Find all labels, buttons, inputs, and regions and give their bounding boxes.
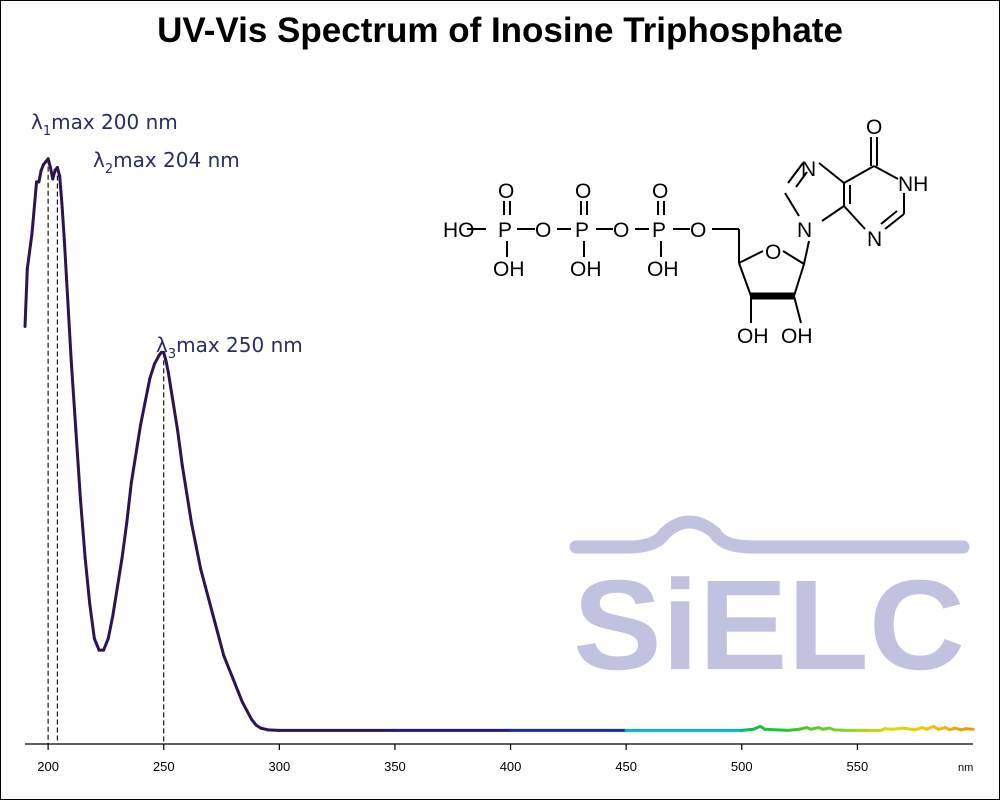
spectrum-segment: [37, 168, 43, 184]
x-axis: 200 250 300 350 400 450 500 550 nm: [25, 743, 973, 774]
spectrum-segment: [62, 238, 69, 282]
x-tick-label: 400: [500, 759, 522, 774]
x-tick-label: 200: [37, 759, 59, 774]
x-tick-label: 300: [268, 759, 290, 774]
spectrum-segment: [152, 353, 161, 366]
atom-o-ring: O: [765, 241, 781, 264]
atom-p1: P: [498, 219, 512, 242]
spectrum-segment: [222, 654, 230, 669]
atom-o-double1: O: [498, 180, 514, 203]
spectrum-segment: [106, 613, 115, 641]
spectrum-segment: [217, 637, 226, 658]
x-axis-unit: nm: [958, 762, 973, 774]
atom-n3: N: [867, 228, 882, 251]
spectrum-segment: [102, 637, 110, 652]
logo-text: SiELC: [573, 554, 965, 697]
spectrum-segment: [88, 602, 96, 641]
spectrum-segment: [78, 498, 87, 560]
spectrum-series: [23, 157, 975, 732]
spectrum-segment: [245, 709, 254, 721]
spectrum-segment: [148, 362, 156, 380]
spectrum-segment: [166, 371, 175, 404]
spectrum-segment: [240, 700, 249, 713]
spectrum-segment: [213, 619, 221, 641]
atom-oh-3prime: OH: [781, 325, 813, 348]
spectrum-segment: [266, 728, 281, 732]
spectrum-segment: [189, 521, 198, 548]
spectrum-segment: [23, 267, 29, 328]
spectrum-segment: [58, 174, 64, 207]
atom-oh1: OH: [493, 258, 525, 281]
spectrum-segment: [231, 677, 240, 693]
atom-o-ester: O: [690, 219, 706, 242]
atom-o-bridge1: O: [535, 219, 551, 242]
spectrum-segment: [60, 203, 66, 242]
spectrum-segment: [120, 521, 129, 560]
atom-oh3: OH: [647, 258, 679, 281]
atom-o-carbonyl: O: [866, 116, 882, 139]
logo-arc: [569, 515, 970, 554]
peak-marker-lines: [47, 158, 165, 744]
sielc-logo-watermark: SiELC: [569, 515, 970, 697]
peak-label: λ3max 250 nm: [156, 333, 303, 362]
atom-p3: P: [652, 219, 666, 242]
chart-title: UV-Vis Spectrum of Inosine Triphosphate: [157, 11, 843, 50]
spectrum-segment: [176, 428, 184, 467]
spectrum-segment: [199, 567, 207, 588]
spectrum-segment: [83, 556, 92, 606]
spectrum-segment: [890, 726, 906, 731]
spectrum-segment: [236, 689, 244, 704]
spectrum-segment: [902, 726, 917, 732]
x-tick-label: 550: [847, 759, 869, 774]
atom-o-double3: O: [652, 180, 668, 203]
spectrum-segment: [203, 585, 212, 606]
atom-o-bridge2: O: [613, 219, 629, 242]
spectrum-segment: [226, 665, 235, 681]
spectrum-segment: [786, 727, 802, 732]
atom-ho: HO: [443, 219, 475, 242]
x-tick-label: 450: [615, 759, 637, 774]
spectrum-segment: [111, 585, 119, 617]
spectrum-segment: [139, 400, 147, 427]
spectrum-segment: [125, 480, 133, 525]
peak-annotations: λ1max 200 nm λ2max 204 nm λ3max 250 nm: [31, 110, 303, 362]
spectrum-segment: [129, 452, 138, 484]
spectrum-segment: [832, 728, 848, 732]
spectrum-segment: [65, 278, 73, 363]
spectrum-segment: [194, 544, 203, 571]
x-tick-label: 500: [731, 759, 753, 774]
spectrum-segment: [185, 492, 193, 525]
spectrum-segment: [74, 428, 82, 502]
x-tick-label: 350: [384, 759, 406, 774]
spectrum-segment: [208, 602, 217, 623]
atom-oh2: OH: [570, 258, 602, 281]
peak-label: λ1max 200 nm: [31, 110, 178, 139]
peak-label: λ2max 204 nm: [93, 148, 240, 177]
structure-atom-labels: HO P O P O P O O O O OH OH OH O OH OH N …: [443, 116, 928, 348]
chemical-structure: [467, 137, 905, 324]
spectrum-segment: [964, 727, 975, 731]
spectrum-segment: [143, 376, 152, 404]
spectrum-segment: [134, 423, 143, 456]
spectrum-segment: [740, 727, 755, 732]
atom-nh1: NH: [898, 173, 928, 196]
spectrum-segment: [92, 637, 101, 652]
x-tick-label: 250: [153, 759, 175, 774]
atom-p2: P: [575, 219, 589, 242]
atom-n7: N: [801, 158, 816, 181]
spectrum-segment: [30, 180, 39, 236]
spectrum-segment: [115, 556, 124, 588]
atom-o-double2: O: [575, 180, 591, 203]
spectrum-segment: [69, 359, 78, 432]
spectrum-segment: [180, 463, 189, 496]
spectrum-segment: [763, 727, 790, 732]
atom-n9: N: [797, 219, 812, 242]
spectrum-segment: [164, 359, 170, 375]
spectrum-segment: [25, 232, 34, 271]
atom-oh-2prime: OH: [737, 325, 769, 348]
spectrum-segment: [171, 400, 180, 432]
